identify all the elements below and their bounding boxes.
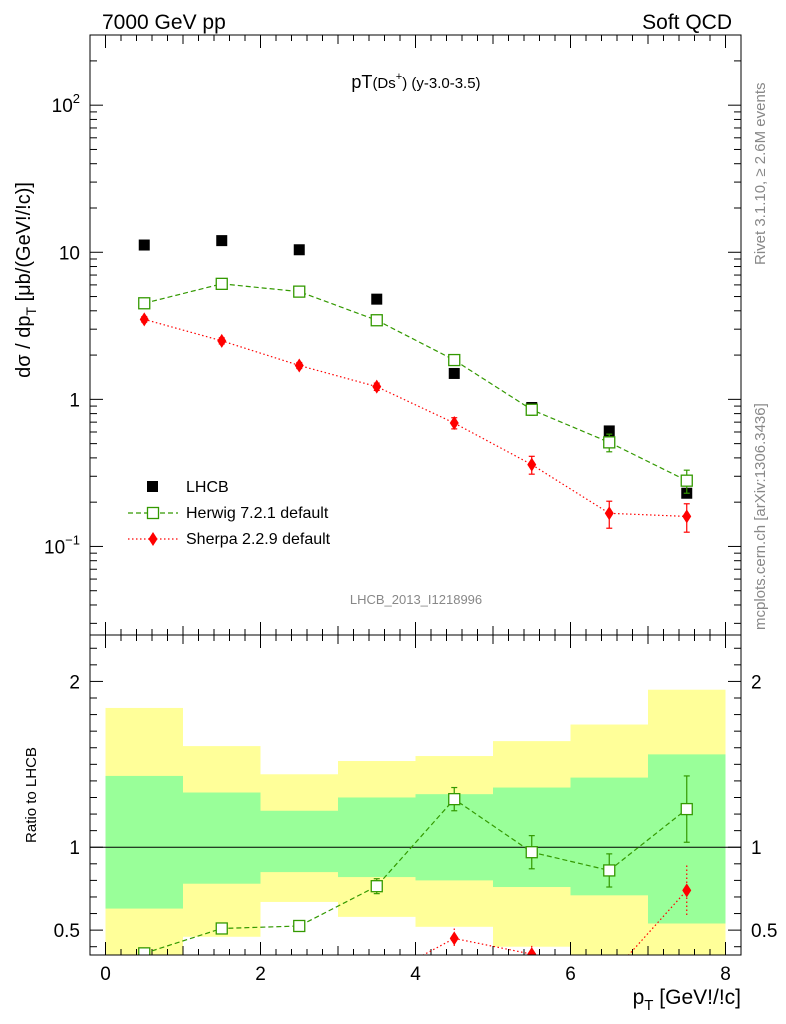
data-point-herwig xyxy=(370,314,383,327)
ratio-y-tick-label: 0.5 xyxy=(54,921,80,942)
data-point-herwig xyxy=(138,297,151,310)
data-point-lhcb xyxy=(216,235,228,247)
legend: LHCB Herwig 7.2.1 default Sherpa 2.2.9 d… xyxy=(128,479,331,548)
ratio-series-clipped xyxy=(138,775,693,955)
ratio-y-tick-label-right: 1 xyxy=(751,838,762,859)
ratio-point-herwig xyxy=(293,919,306,933)
analysis-tag: LHCB_2013_I1218996 xyxy=(350,592,482,607)
x-tick-label: 0 xyxy=(100,964,111,985)
data-point-herwig xyxy=(215,277,228,290)
data-point-herwig xyxy=(293,285,306,298)
data-point-lhcb xyxy=(603,425,615,437)
data-point-lhcb xyxy=(293,244,305,256)
ratio-point-herwig xyxy=(448,792,461,806)
x-axis-label: pT [GeV!/!c] xyxy=(633,986,741,1014)
ratio-point-herwig xyxy=(525,846,538,859)
x-tick-label: 6 xyxy=(565,964,576,985)
data-point-sherpa xyxy=(139,312,149,327)
data-point-herwig xyxy=(448,353,461,367)
ratio-point-herwig xyxy=(215,922,228,935)
plot-title: pT(Ds+) (y-3.0-3.5) xyxy=(351,71,480,92)
main-y-tick-label: 10−1 xyxy=(44,532,80,558)
data-point-sherpa xyxy=(294,358,304,373)
ratio-panel: 0.5 0.5 1 1 2 2 0 2 4 6 8 Ratio to LHCB pT [GeV!/!… xyxy=(23,634,778,1014)
ratio-point-sherpa xyxy=(682,883,692,898)
mcplots-label: mcplots.cern.ch [arXiv:1306.3436] xyxy=(752,403,769,630)
legend-herwig-marker xyxy=(146,506,160,520)
data-point-sherpa xyxy=(217,333,227,348)
data-point-herwig xyxy=(603,436,616,449)
ratio-tick-labels: 0.5 0.5 1 1 2 2 0 2 4 6 8 xyxy=(54,672,778,985)
ratio-point-herwig xyxy=(680,802,693,816)
ratio-point-sherpa xyxy=(527,947,537,955)
main-y-tick-label: 1 xyxy=(69,390,80,411)
main-ticks xyxy=(90,34,741,635)
ratio-y-tick-label-right: 2 xyxy=(751,672,762,693)
ratio-y-tick-label: 2 xyxy=(69,672,80,693)
main-y-tick-label: 102 xyxy=(52,91,80,117)
series-line-2 xyxy=(144,318,687,518)
main-series xyxy=(138,235,693,533)
data-point-sherpa xyxy=(682,509,692,524)
legend-herwig-label: Herwig 7.2.1 default xyxy=(186,505,329,522)
data-point-sherpa xyxy=(527,457,537,472)
main-y-axis-label: dσ / dpT [μb/(GeV!/!c)] xyxy=(13,182,39,378)
data-point-sherpa xyxy=(372,379,382,394)
legend-sherpa-marker xyxy=(148,532,158,546)
main-y-tick-labels: 102 10 1 10−1 xyxy=(44,91,80,558)
green-band xyxy=(338,797,416,878)
x-tick-label: 8 xyxy=(720,964,731,985)
ratio-y-tick-label: 1 xyxy=(69,838,80,859)
ratio-point-herwig xyxy=(138,947,151,955)
ratio-ticks xyxy=(90,635,741,955)
green-band xyxy=(105,775,183,909)
legend-item-lhcb: LHCB xyxy=(147,479,229,496)
ratio-y-tick-label-right: 0.5 xyxy=(751,921,777,942)
legend-lhcb-label: LHCB xyxy=(186,479,229,496)
green-band xyxy=(183,792,261,884)
ratio-point-sherpa xyxy=(449,931,459,946)
ratio-line-herwig xyxy=(144,798,688,954)
data-point-lhcb xyxy=(448,367,460,379)
data-point-lhcb xyxy=(138,239,150,251)
data-point-herwig xyxy=(680,474,693,487)
header-right: Soft QCD xyxy=(642,11,732,34)
ratio-plot-frame xyxy=(89,634,742,956)
legend-item-sherpa: Sherpa 2.2.9 default xyxy=(128,531,331,548)
ratio-point-herwig xyxy=(603,864,616,877)
header-left: 7000 GeV pp xyxy=(102,11,226,34)
data-point-sherpa xyxy=(604,506,614,521)
data-point-sherpa xyxy=(449,416,459,431)
ratio-point-herwig xyxy=(370,880,383,893)
x-tick-label: 2 xyxy=(255,964,266,985)
data-point-lhcb xyxy=(371,293,383,305)
x-tick-label: 4 xyxy=(410,964,421,985)
rivet-label: Rivet 3.1.10, ≥ 2.6M events xyxy=(752,83,769,266)
ratio-series xyxy=(138,775,693,955)
ratio-y-axis-label: Ratio to LHCB xyxy=(23,747,40,843)
legend-sherpa-label: Sherpa 2.2.9 default xyxy=(186,531,331,548)
series-line-1 xyxy=(144,283,688,482)
main-y-tick-label: 10 xyxy=(59,243,80,264)
main-panel: pT(Ds+) (y-3.0-3.5) dσ / dpT [μb/(GeV!/!… xyxy=(13,34,742,636)
ratio-bands xyxy=(105,689,726,955)
legend-lhcb-marker xyxy=(147,481,158,492)
data-point-herwig xyxy=(525,403,538,416)
green-band xyxy=(260,810,338,873)
legend-item-herwig: Herwig 7.2.1 default xyxy=(128,505,329,522)
